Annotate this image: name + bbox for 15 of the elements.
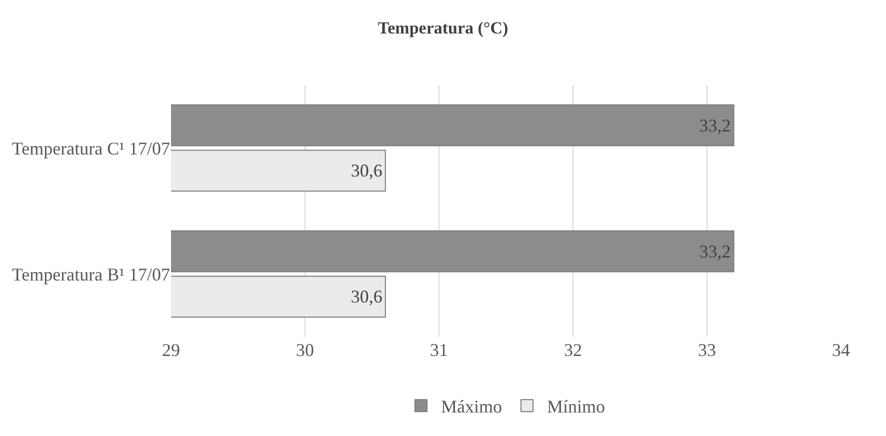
- y-tick-label: Temperatura B¹ 17/07: [12, 264, 170, 284]
- legend-label: Mínimo: [547, 396, 606, 417]
- x-tick-label: 34: [832, 340, 850, 360]
- data-label: 30,6: [350, 286, 382, 307]
- x-tick-label: 33: [698, 340, 716, 360]
- x-tick-label: 32: [564, 340, 582, 360]
- y-tick-label: Temperatura C¹ 17/07: [12, 138, 170, 158]
- data-label: 30,6: [350, 160, 382, 181]
- x-tick-label: 29: [162, 340, 180, 360]
- data-label: 33,2: [699, 115, 731, 136]
- x-tick-label: 31: [430, 340, 448, 360]
- chart-title: Temperatura (°C): [378, 18, 508, 38]
- x-tick-label: 30: [296, 340, 314, 360]
- legend-label: Máximo: [441, 396, 502, 417]
- data-label: 33,2: [699, 241, 731, 262]
